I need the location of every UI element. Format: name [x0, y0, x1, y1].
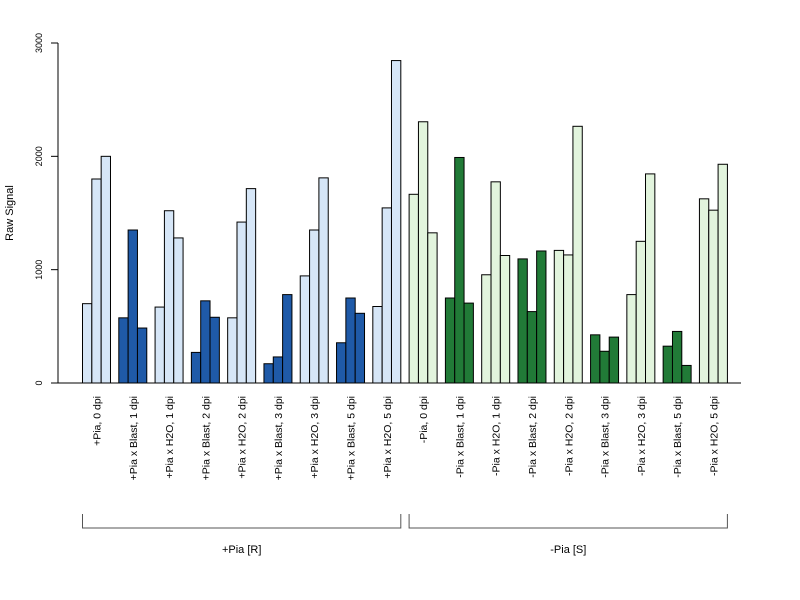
- y-tick-label: 2000: [34, 146, 44, 166]
- category-label: -Pia x H2O, 3 dpi: [636, 396, 648, 476]
- bar: [662, 345, 673, 384]
- category-label: +Pia x Blast, 5 dpi: [346, 396, 358, 480]
- bar: [463, 302, 474, 384]
- axes-layer: 0 1000 2000 3000: [34, 33, 741, 386]
- category-label: +Pia x Blast, 3 dpi: [273, 396, 285, 480]
- group-label: -Pia [S]: [550, 544, 586, 556]
- bar: [427, 232, 438, 384]
- category-label: +Pia x Blast, 2 dpi: [200, 396, 212, 480]
- bar: [599, 350, 610, 384]
- bar: [236, 221, 247, 384]
- bar: [282, 294, 293, 384]
- bar: [526, 311, 538, 384]
- bar: [227, 317, 238, 384]
- y-tick-label: 1000: [34, 260, 44, 280]
- bar: [499, 255, 511, 384]
- bar: [372, 306, 383, 384]
- category-label: -Pia x Blast, 5 dpi: [672, 396, 684, 478]
- bar: [490, 181, 501, 384]
- bar: [209, 316, 220, 384]
- bar: [681, 364, 692, 384]
- bar: [345, 297, 356, 384]
- bar: [190, 351, 202, 384]
- category-label: -Pia x H2O, 1 dpi: [491, 396, 503, 476]
- y-tick-label: 0: [34, 380, 44, 385]
- bar: [173, 237, 184, 384]
- bar: [200, 300, 211, 384]
- bar: [645, 173, 656, 384]
- group-brackets-layer: +Pia [R] -Pia [S]: [82, 514, 728, 556]
- category-label: -Pia, 0 dpi: [418, 396, 430, 443]
- bar: [263, 363, 274, 384]
- bar: [245, 188, 257, 384]
- category-label: -Pia x Blast, 1 dpi: [454, 396, 466, 478]
- bar: [408, 193, 419, 384]
- bar: [309, 229, 320, 384]
- bar: [354, 312, 366, 384]
- bar: [563, 254, 574, 384]
- category-label: -Pia x Blast, 3 dpi: [600, 396, 612, 478]
- group-bracket: [82, 514, 402, 529]
- bar: [127, 229, 138, 384]
- bar: [517, 258, 528, 384]
- bar: [100, 155, 111, 384]
- category-label: +Pia x Blast, 1 dpi: [128, 396, 140, 480]
- bar: [590, 334, 601, 384]
- bar: [163, 210, 175, 384]
- bar: [417, 121, 429, 384]
- bar: [626, 294, 637, 384]
- bars-layer: [82, 60, 728, 384]
- bar: [671, 330, 683, 384]
- category-label: -Pia x H2O, 2 dpi: [563, 396, 575, 476]
- bar: [717, 163, 728, 384]
- category-label: +Pia x H2O, 5 dpi: [382, 396, 394, 479]
- y-tick-label: 3000: [34, 33, 44, 53]
- category-label: +Pia, 0 dpi: [92, 396, 104, 446]
- bar: [91, 178, 102, 384]
- bar: [390, 60, 402, 384]
- bar: [318, 177, 329, 384]
- bar: [708, 209, 719, 384]
- category-label: +Pia x H2O, 3 dpi: [309, 396, 321, 479]
- category-label: +Pia x H2O, 1 dpi: [164, 396, 176, 479]
- bar: [572, 125, 583, 384]
- bar: [635, 240, 647, 384]
- bar: [553, 249, 565, 384]
- bar: [454, 156, 465, 384]
- bar: [381, 207, 392, 384]
- bar: [118, 317, 129, 384]
- bar: [698, 198, 710, 384]
- bar: [299, 275, 311, 384]
- category-label: +Pia x H2O, 2 dpi: [237, 396, 249, 479]
- bar: [82, 303, 93, 384]
- bar: [272, 356, 284, 384]
- bar: [336, 342, 347, 384]
- category-label: -Pia x Blast, 2 dpi: [527, 396, 539, 478]
- bar: [444, 297, 456, 384]
- bar: [481, 274, 492, 384]
- group-bracket: [408, 514, 728, 529]
- group-label: +Pia [R]: [222, 544, 261, 556]
- bar: [136, 327, 148, 384]
- category-label: -Pia x H2O, 5 dpi: [708, 396, 720, 476]
- labels-layer: +Pia, 0 dpi +Pia x Blast, 1 dpi +Pia x H2O…: [92, 396, 721, 480]
- y-axis-label: Raw Signal: [4, 185, 16, 241]
- bar: [536, 250, 547, 384]
- bar: [154, 306, 165, 384]
- bar: [608, 336, 620, 384]
